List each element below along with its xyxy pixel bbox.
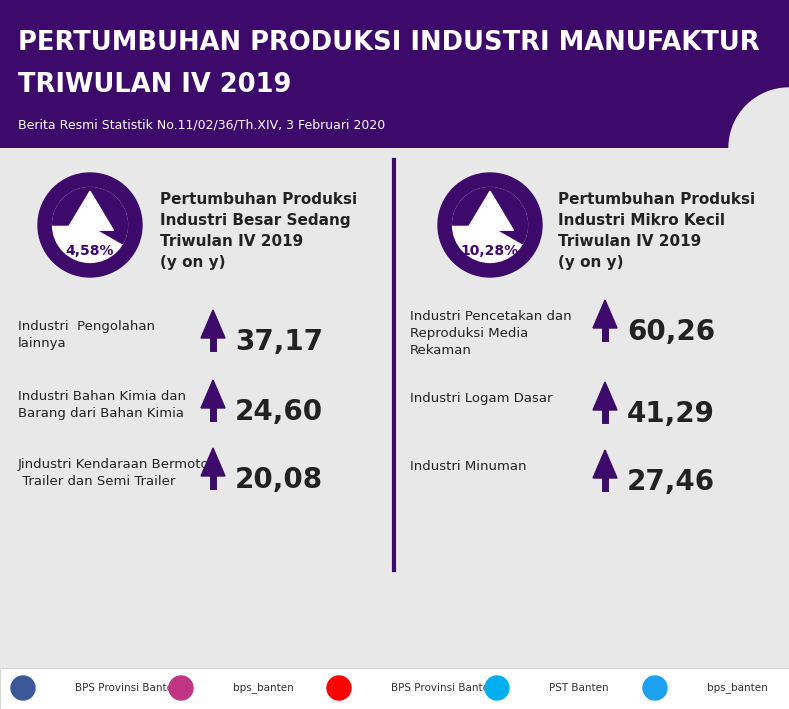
- Text: Industri Logam Dasar: Industri Logam Dasar: [410, 392, 552, 405]
- Text: bps_banten: bps_banten: [707, 683, 768, 693]
- Text: 37,17: 37,17: [235, 328, 323, 356]
- Circle shape: [38, 173, 142, 277]
- Circle shape: [453, 188, 527, 262]
- Polygon shape: [466, 191, 514, 230]
- Text: 4,58%: 4,58%: [65, 244, 114, 258]
- Text: 24,60: 24,60: [235, 398, 323, 426]
- Text: bps_banten: bps_banten: [233, 683, 294, 693]
- Circle shape: [485, 676, 509, 700]
- Text: Industri  Pengolahan
lainnya: Industri Pengolahan lainnya: [18, 320, 155, 350]
- Text: Industri Bahan Kimia dan
Barang dari Bahan Kimia: Industri Bahan Kimia dan Barang dari Bah…: [18, 390, 186, 420]
- Text: TRIWULAN IV 2019: TRIWULAN IV 2019: [18, 72, 291, 98]
- Polygon shape: [593, 450, 617, 478]
- Polygon shape: [201, 310, 225, 338]
- Circle shape: [11, 676, 35, 700]
- Polygon shape: [66, 191, 114, 230]
- Text: BPS Provinsi Banten: BPS Provinsi Banten: [391, 683, 495, 693]
- Circle shape: [169, 676, 193, 700]
- Text: Pertumbuhan Produksi
Industri Besar Sedang
Triwulan IV 2019
(y on y): Pertumbuhan Produksi Industri Besar Seda…: [160, 192, 357, 270]
- Text: PERTUMBUHAN PRODUKSI INDUSTRI MANUFAKTUR: PERTUMBUHAN PRODUKSI INDUSTRI MANUFAKTUR: [18, 30, 760, 56]
- Circle shape: [438, 173, 542, 277]
- Polygon shape: [201, 380, 225, 408]
- Circle shape: [643, 676, 667, 700]
- Circle shape: [53, 188, 128, 262]
- Text: 10,28%: 10,28%: [461, 244, 519, 258]
- Text: 41,29: 41,29: [627, 400, 715, 428]
- FancyBboxPatch shape: [0, 668, 789, 709]
- Wedge shape: [53, 188, 128, 244]
- FancyBboxPatch shape: [0, 148, 789, 669]
- Polygon shape: [593, 382, 617, 410]
- Text: 60,26: 60,26: [627, 318, 715, 346]
- Text: 27,46: 27,46: [627, 468, 715, 496]
- Polygon shape: [201, 448, 225, 476]
- Text: Industri Minuman: Industri Minuman: [410, 460, 526, 473]
- Text: Pertumbuhan Produksi
Industri Mikro Kecil
Triwulan IV 2019
(y on y): Pertumbuhan Produksi Industri Mikro Keci…: [558, 192, 755, 270]
- Text: Berita Resmi Statistik No.11/02/36/Th.XIV, 3 Februari 2020: Berita Resmi Statistik No.11/02/36/Th.XI…: [18, 118, 385, 131]
- Text: BPS Provinsi Banten: BPS Provinsi Banten: [75, 683, 180, 693]
- Text: PST Banten: PST Banten: [549, 683, 608, 693]
- Circle shape: [729, 88, 789, 208]
- Text: 20,08: 20,08: [235, 466, 323, 494]
- Text: Jindustri Kendaraan Bermotor,
 Trailer dan Semi Trailer: Jindustri Kendaraan Bermotor, Trailer da…: [18, 458, 219, 488]
- Polygon shape: [593, 300, 617, 328]
- Text: Industri Pencetakan dan
Reproduksi Media
Rekaman: Industri Pencetakan dan Reproduksi Media…: [410, 310, 571, 357]
- Circle shape: [327, 676, 351, 700]
- Wedge shape: [453, 188, 527, 244]
- FancyBboxPatch shape: [0, 0, 789, 148]
